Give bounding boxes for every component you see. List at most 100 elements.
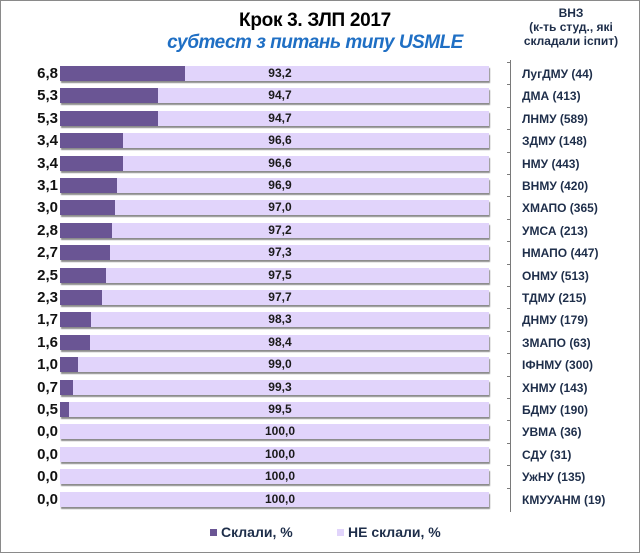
stacked-bar: 100,0 (60, 492, 489, 507)
bar-row: 0,7 99,3 ХНМУ (143) (0, 380, 640, 402)
legend-label-failed: НЕ склали, % (348, 524, 441, 540)
axis-tick (507, 152, 511, 153)
bar-segment-passed (60, 111, 158, 126)
bar-segment-failed: 97,0 (115, 200, 489, 215)
axis-tick (507, 129, 511, 130)
failed-value-label: 100,0 (264, 447, 296, 461)
passed-value-label: 3,0 (37, 199, 58, 216)
category-label: ВНМУ (420) (522, 179, 589, 193)
axis-tick (507, 420, 511, 421)
bar-row: 3,4 96,6 НМУ (443) (0, 156, 640, 178)
failed-value-label: 97,7 (268, 290, 292, 304)
bar-segment-failed: 94,7 (157, 88, 489, 103)
stacked-bar: 94,7 (60, 111, 489, 126)
chart-subtitle: субтест з питань типу USMLE (167, 32, 463, 53)
stacked-bar: 96,9 (60, 178, 489, 193)
bar-row: 0,0 100,0 УВМА (36) (0, 424, 640, 446)
stacked-bar: 93,2 (60, 66, 489, 81)
bar-segment-failed: 97,7 (102, 290, 489, 305)
category-label: ХМАПО (365) (522, 201, 598, 215)
bar-segment-passed (60, 245, 110, 260)
category-label: ЛНМУ (589) (522, 112, 588, 126)
legend: Склали, % НЕ склали, % (0, 522, 640, 542)
passed-value-label: 3,4 (37, 132, 58, 149)
stacked-bar: 99,3 (60, 380, 489, 395)
stacked-bar: 99,5 (60, 402, 489, 417)
bar-segment-failed: 99,0 (78, 357, 489, 372)
bar-segment-passed (60, 380, 73, 395)
failed-value-label: 98,4 (268, 335, 292, 349)
failed-value-label: 98,3 (268, 312, 292, 326)
bar-segment-failed: 97,5 (106, 268, 489, 283)
passed-value-label: 6,8 (37, 65, 58, 82)
axis-tick (507, 241, 511, 242)
bar-segment-failed: 100,0 (60, 424, 489, 439)
bar-segment-failed: 98,3 (91, 312, 489, 327)
bar-segment-passed (60, 290, 103, 305)
category-label: НМУ (443) (522, 157, 580, 171)
bar-segment-failed: 93,2 (185, 66, 489, 81)
category-label: ХНМУ (143) (522, 381, 588, 395)
stacked-bar: 97,5 (60, 268, 489, 283)
axis-tick (507, 219, 511, 220)
category-label: ІФНМУ (300) (522, 358, 594, 372)
category-label: УжНУ (135) (522, 470, 586, 484)
bar-segment-passed (60, 357, 79, 372)
failed-value-label: 97,2 (268, 223, 292, 237)
axis-tick (507, 264, 511, 265)
bar-segment-failed: 96,9 (117, 178, 489, 193)
bar-row: 0,0 100,0 КМУУАНМ (19) (0, 492, 640, 514)
category-label: ДНМУ (179) (522, 313, 589, 327)
passed-value-label: 3,1 (37, 177, 58, 194)
legend-label-passed: Склали, % (221, 524, 293, 540)
category-axis-title: ВНЗ (к-ть студ., які складали іспит) (505, 6, 637, 48)
passed-value-label: 0,5 (37, 401, 58, 418)
bar-row: 5,3 94,7 ЛНМУ (589) (0, 111, 640, 133)
category-label: КМУУАНМ (19) (522, 493, 606, 507)
failed-value-label: 100,0 (264, 424, 296, 438)
bar-segment-failed: 100,0 (60, 469, 489, 484)
legend-swatch-passed-icon (210, 529, 217, 536)
bar-row: 1,6 98,4 ЗМАПО (63) (0, 335, 640, 357)
bar-row: 0,0 100,0 СДУ (31) (0, 447, 640, 469)
stacked-bar: 99,0 (60, 357, 489, 372)
category-label: БДМУ (190) (522, 403, 588, 417)
bar-segment-passed (60, 133, 123, 148)
axis-tick (507, 107, 511, 108)
passed-value-label: 5,3 (37, 110, 58, 127)
passed-value-label: 1,6 (37, 334, 58, 351)
category-label: ЗДМУ (148) (522, 134, 587, 148)
category-label: УВМА (36) (522, 425, 582, 439)
category-label: ТДМУ (215) (522, 291, 587, 305)
passed-value-label: 0,0 (37, 468, 58, 485)
failed-value-label: 99,0 (268, 357, 292, 371)
failed-value-label: 99,5 (268, 402, 292, 416)
passed-value-label: 2,5 (37, 267, 58, 284)
failed-value-label: 97,5 (268, 268, 292, 282)
passed-value-label: 2,3 (37, 289, 58, 306)
axis-tick (507, 84, 511, 85)
bar-segment-passed (60, 88, 158, 103)
bar-segment-failed: 94,7 (157, 111, 489, 126)
bar-segment-failed: 97,3 (109, 245, 489, 260)
failed-value-label: 96,6 (268, 133, 292, 147)
axis-tick (507, 174, 511, 175)
failed-value-label: 94,7 (268, 88, 292, 102)
axis-tick (507, 62, 511, 63)
bar-row: 2,3 97,7 ТДМУ (215) (0, 290, 640, 312)
passed-value-label: 0,0 (37, 491, 58, 508)
axis-title-line-3: складали іспит) (523, 34, 619, 48)
axis-tick (507, 196, 511, 197)
legend-swatch-failed-icon (337, 529, 344, 536)
axis-tick (507, 331, 511, 332)
bar-segment-failed: 96,6 (122, 133, 489, 148)
bar-row: 3,1 96,9 ВНМУ (420) (0, 178, 640, 200)
failed-value-label: 96,6 (268, 156, 292, 170)
failed-value-label: 97,3 (268, 245, 292, 259)
bar-segment-failed: 100,0 (60, 447, 489, 462)
stacked-bar: 100,0 (60, 447, 489, 462)
passed-value-label: 0,0 (37, 423, 58, 440)
passed-value-label: 0,7 (37, 379, 58, 396)
failed-value-label: 93,2 (268, 66, 292, 80)
passed-value-label: 1,7 (37, 311, 58, 328)
